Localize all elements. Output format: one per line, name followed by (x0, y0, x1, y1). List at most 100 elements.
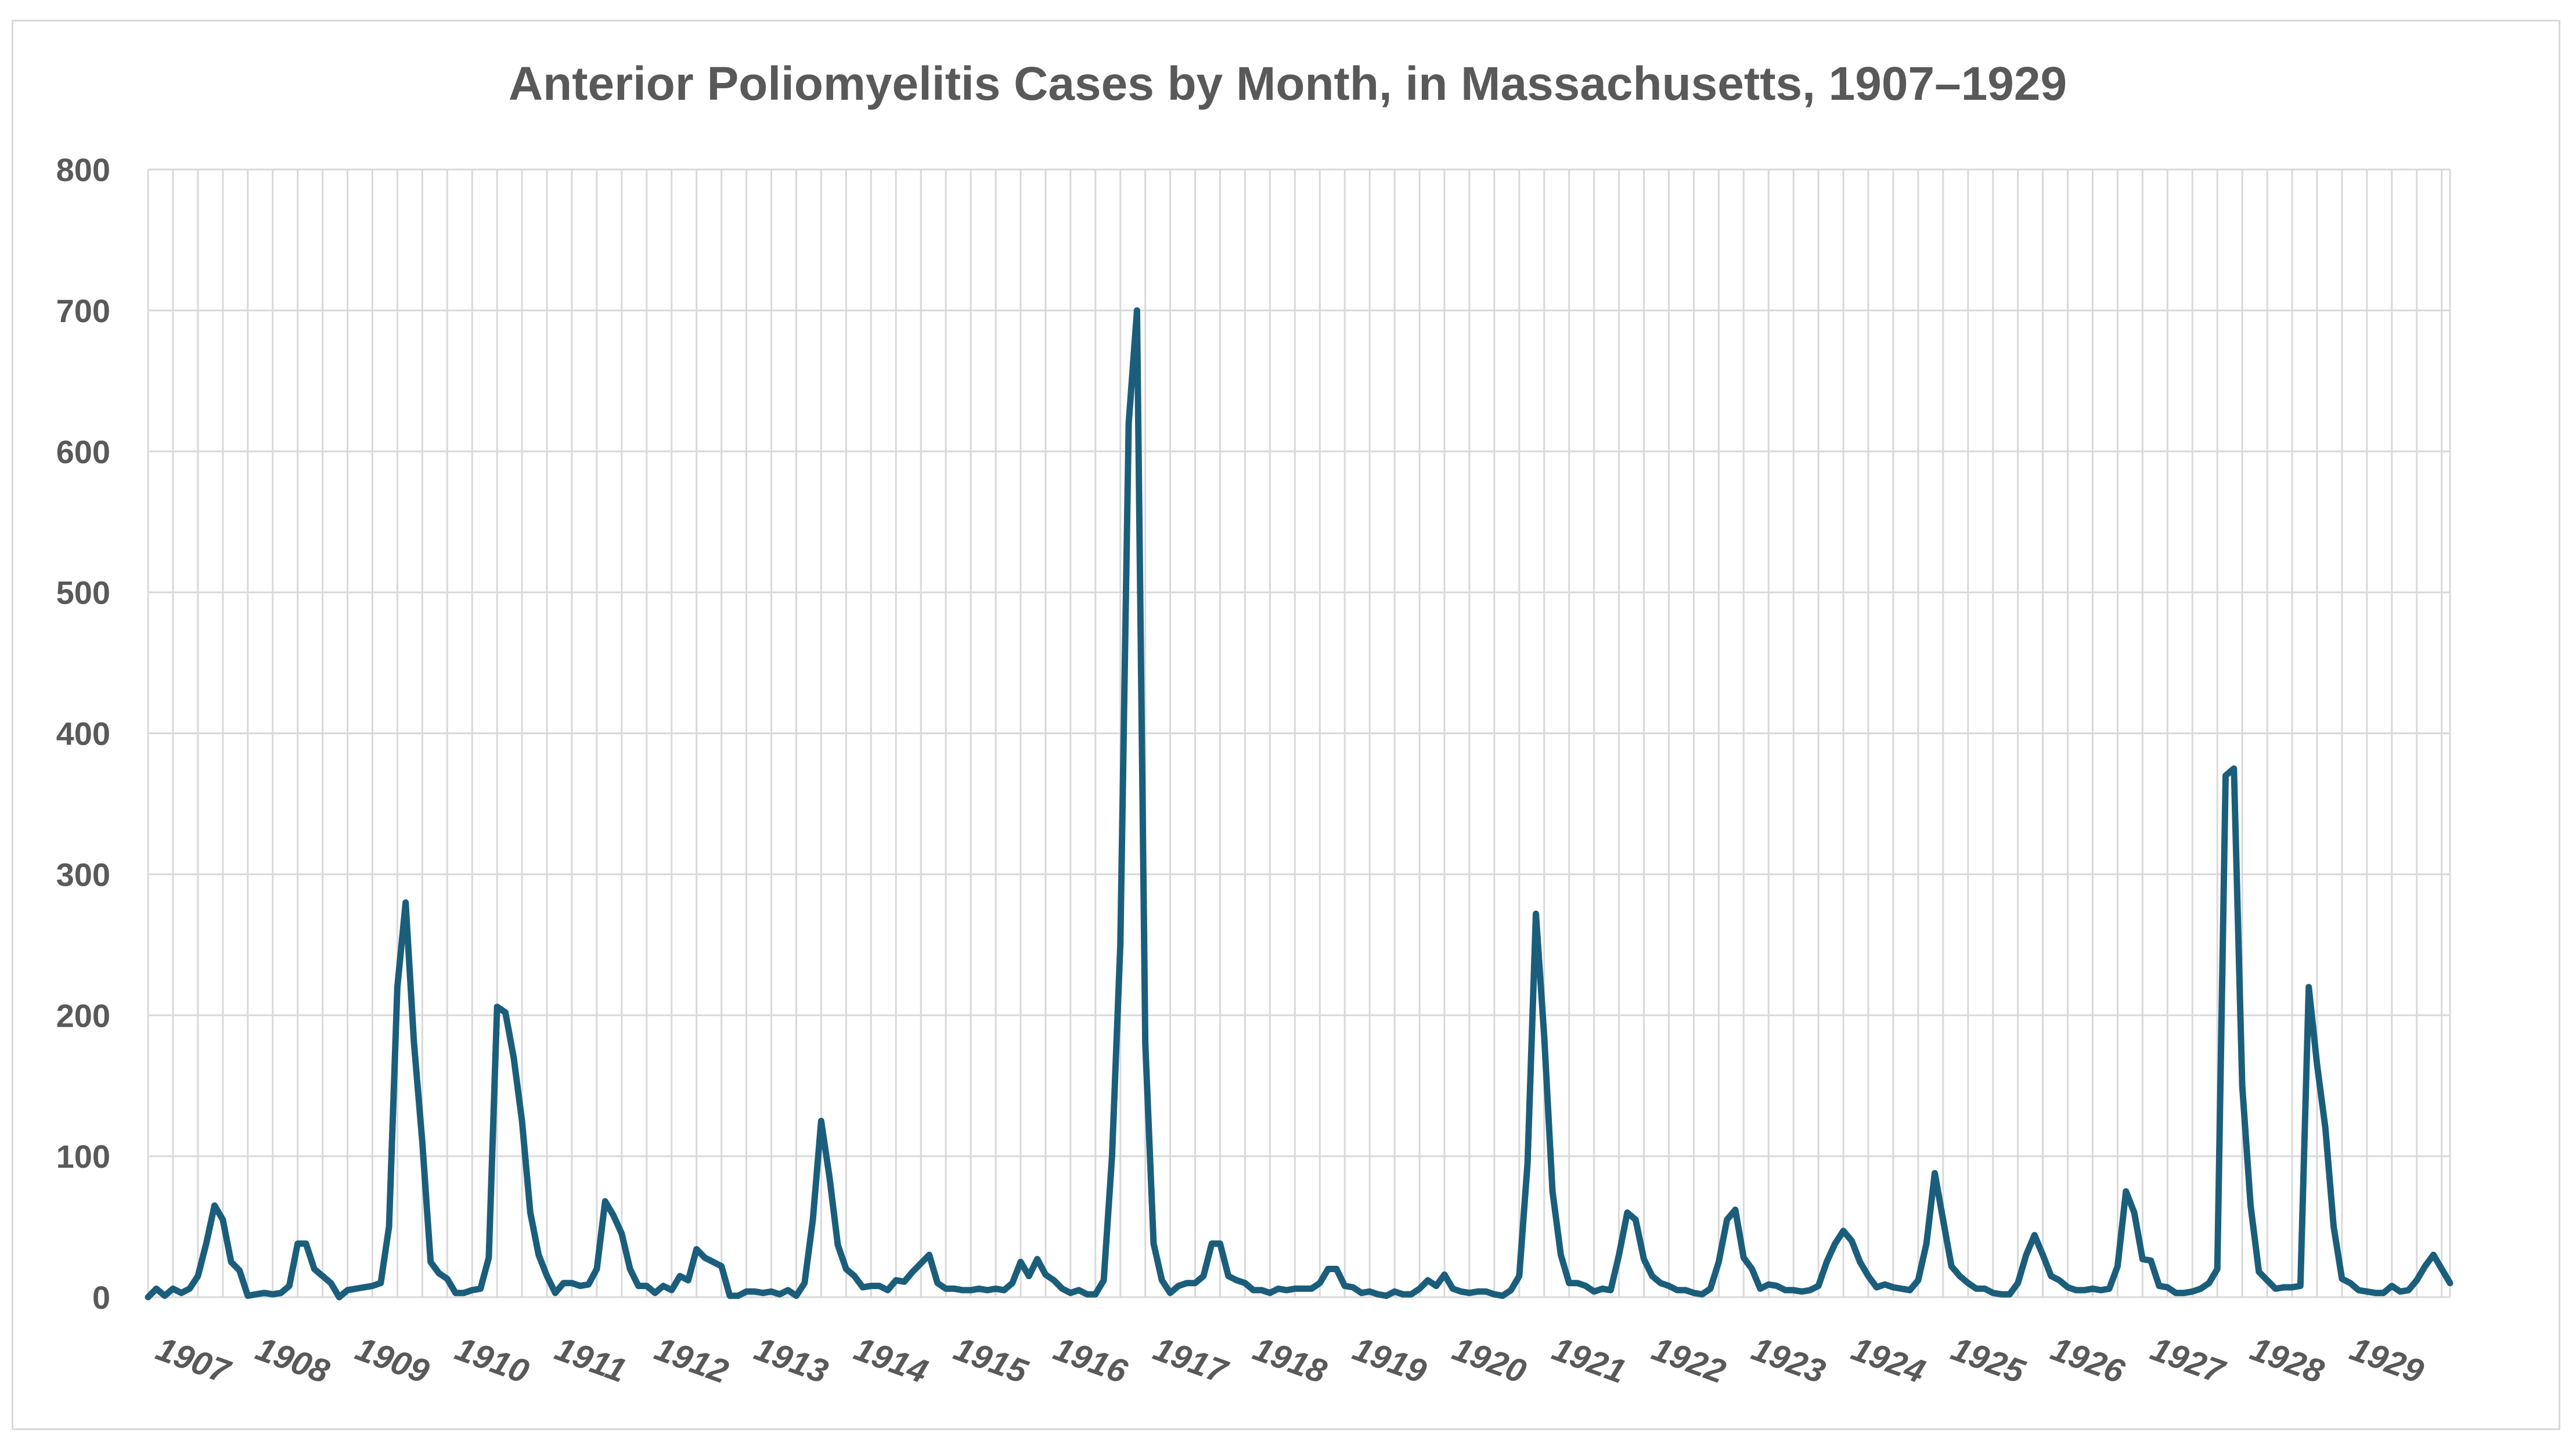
x-tick-label: 1909 (351, 1330, 434, 1391)
data-point (2223, 772, 2229, 778)
data-point (394, 984, 400, 990)
data-point (2422, 1264, 2428, 1269)
data-point (2131, 1210, 2137, 1215)
data-point (1840, 1228, 1846, 1234)
data-point (1716, 1259, 1721, 1265)
data-point (1558, 1252, 1563, 1258)
data-point (1516, 1273, 1522, 1279)
x-tick-label: 1907 (152, 1330, 236, 1391)
data-point (436, 1270, 442, 1276)
data-point (1533, 911, 1539, 916)
data-point (1491, 1291, 1497, 1297)
data-point (1226, 1273, 1231, 1279)
data-point (968, 1287, 974, 1293)
data-point (1724, 1216, 1730, 1222)
y-tick-label: 500 (56, 575, 110, 611)
data-point (1309, 1286, 1314, 1291)
data-point (270, 1291, 276, 1297)
series-line-cases (145, 307, 2453, 1301)
data-point (1923, 1241, 1929, 1247)
data-point (2065, 1284, 2071, 1290)
data-point (2322, 1125, 2328, 1131)
x-tick-label: 1910 (451, 1330, 534, 1391)
data-point (1093, 1291, 1098, 1297)
data-point (1292, 1286, 1298, 1291)
data-point (403, 900, 409, 905)
data-point (2247, 1203, 2253, 1208)
data-point (2372, 1290, 2378, 1296)
data-point (1932, 1170, 1938, 1176)
x-tick-label: 1919 (1348, 1330, 1431, 1391)
data-point (187, 1286, 193, 1291)
data-point (1126, 420, 1132, 426)
data-point (2272, 1286, 2278, 1291)
data-point (1408, 1291, 1414, 1297)
data-point (1981, 1286, 1987, 1291)
data-point (536, 1252, 542, 1258)
x-tick-label: 1913 (750, 1330, 833, 1391)
data-point (1101, 1277, 1107, 1283)
data-point (1217, 1241, 1223, 1247)
data-point (885, 1287, 891, 1293)
data-point (228, 1259, 234, 1265)
data-point (677, 1273, 683, 1279)
data-point (976, 1286, 982, 1291)
data-point (1109, 1153, 1115, 1159)
data-point (985, 1287, 990, 1293)
data-point (1741, 1255, 1746, 1261)
data-point (153, 1286, 159, 1291)
data-point (203, 1241, 209, 1247)
data-point (2314, 1062, 2320, 1067)
data-point (2089, 1286, 2095, 1291)
data-point (336, 1294, 342, 1300)
data-point (1874, 1284, 1879, 1290)
data-point (411, 1041, 417, 1046)
data-point (544, 1273, 550, 1279)
data-point (1500, 1293, 1505, 1299)
data-point (320, 1273, 326, 1279)
data-point (785, 1287, 791, 1293)
data-point (1367, 1288, 1372, 1294)
data-point (868, 1283, 874, 1289)
data-point (2289, 1284, 2295, 1290)
data-point (303, 1241, 309, 1247)
data-point (2264, 1277, 2270, 1283)
data-point (178, 1290, 184, 1296)
data-point (1375, 1291, 1381, 1297)
data-point (478, 1286, 484, 1291)
data-point (1616, 1252, 1622, 1258)
data-point (2173, 1290, 2179, 1296)
data-point (220, 1216, 226, 1222)
data-point (1176, 1283, 1181, 1289)
data-point (893, 1277, 899, 1283)
data-point (1060, 1286, 1065, 1291)
data-point (1865, 1273, 1871, 1279)
data-point (2073, 1287, 2079, 1293)
data-point (511, 1055, 517, 1060)
x-tick-label: 1928 (2246, 1330, 2329, 1391)
data-point (960, 1287, 965, 1293)
data-point (2356, 1287, 2362, 1293)
data-point (1201, 1273, 1206, 1279)
data-point (2331, 1224, 2337, 1230)
x-tick-label: 1929 (2345, 1330, 2428, 1391)
data-point (1824, 1259, 1829, 1265)
data-point (586, 1281, 592, 1287)
data-point (594, 1266, 600, 1272)
x-tick-label: 1923 (1747, 1330, 1830, 1391)
data-point (710, 1259, 716, 1265)
data-point (2148, 1258, 2154, 1264)
data-point (2206, 1280, 2212, 1286)
data-point (212, 1203, 218, 1208)
data-point (636, 1283, 642, 1289)
data-point (1849, 1238, 1854, 1244)
data-point (877, 1283, 882, 1289)
y-tick-label: 400 (56, 716, 110, 752)
data-point (461, 1290, 467, 1296)
data-point (1350, 1284, 1356, 1290)
data-point (1425, 1277, 1431, 1283)
data-point (1342, 1283, 1348, 1289)
data-point (486, 1255, 492, 1261)
data-point (810, 1216, 816, 1222)
data-point (519, 1118, 525, 1124)
